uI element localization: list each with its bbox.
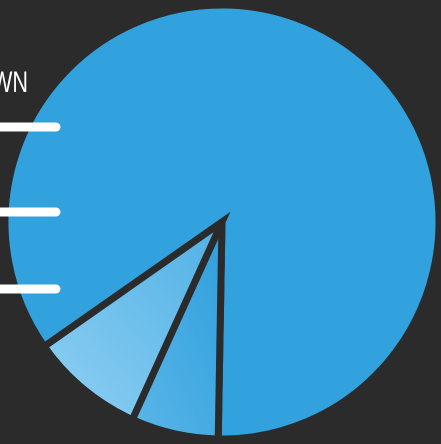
- legend-label: WN: [0, 66, 28, 99]
- legend: WN: [0, 66, 61, 294]
- pie-slice-small: [39, 211, 231, 425]
